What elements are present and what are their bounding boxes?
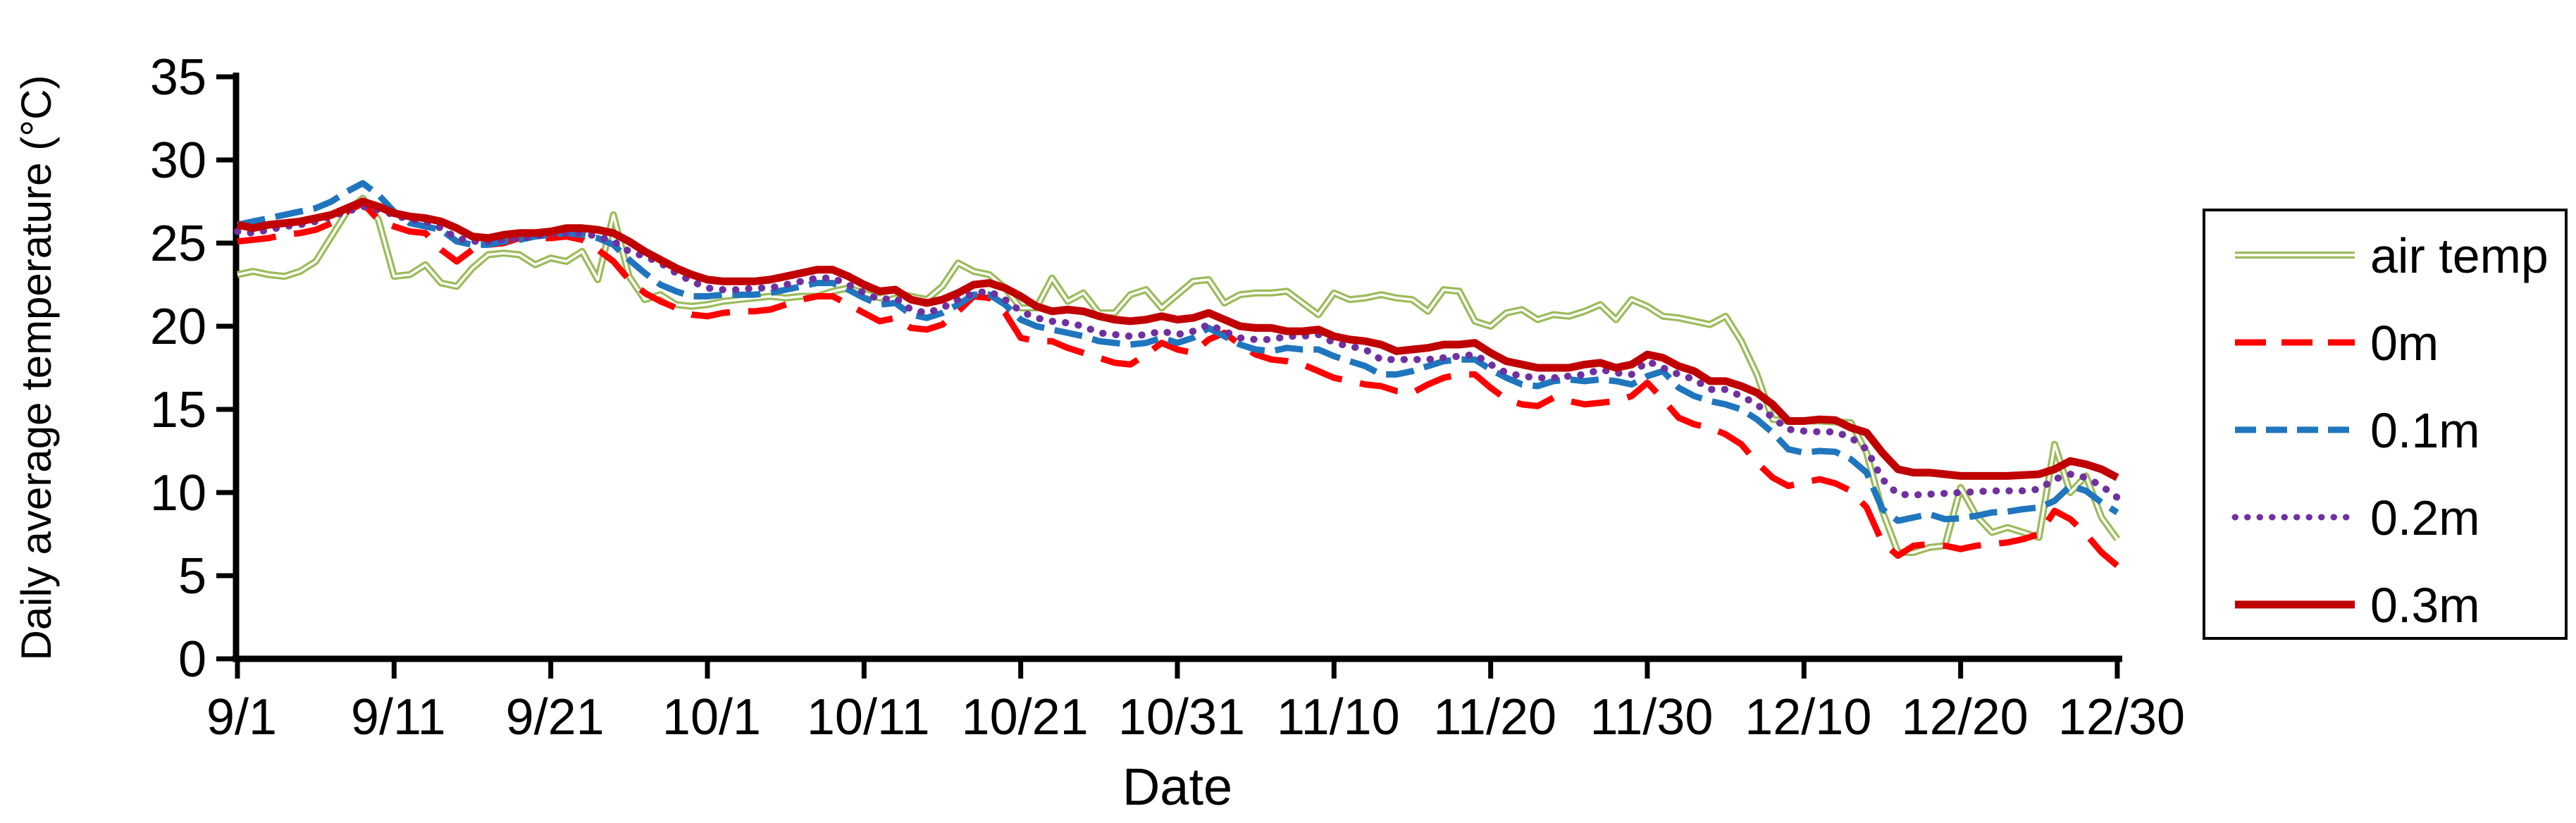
series-0-1m-line <box>237 180 2119 524</box>
legend-label: air temp <box>2370 228 2549 283</box>
legend-box <box>2203 209 2568 640</box>
y-tick-label: 25 <box>150 216 206 272</box>
x-tick-label: 10/11 <box>807 689 930 745</box>
y-axis-title: Daily average temperature (°C) <box>13 75 60 661</box>
x-tick-label: 9/11 <box>351 689 446 745</box>
legend-entry-air-temp: air temp <box>2235 228 2549 283</box>
series-0m-line <box>237 199 2119 569</box>
legend-entry-0-1m: 0.1m <box>2235 403 2480 458</box>
legend-entry-0m: 0m <box>2235 316 2439 371</box>
y-tick-label: 20 <box>150 299 206 355</box>
legend-label: 0.3m <box>2370 578 2480 633</box>
y-tick-label: 35 <box>150 49 206 106</box>
x-axis-title: Date <box>1122 757 1232 816</box>
y-tick-label: 5 <box>178 548 206 605</box>
x-tick-label: 11/10 <box>1277 689 1400 745</box>
x-tick-label: 12/30 <box>2058 689 2185 745</box>
legend-label: 0.1m <box>2370 403 2480 458</box>
y-tick-label: 0 <box>178 631 206 688</box>
legend-label: 0.2m <box>2370 490 2480 545</box>
x-tick-label: 12/20 <box>1902 689 2029 745</box>
y-tick-label: 30 <box>150 132 206 189</box>
series-0-3m-line <box>236 197 2119 481</box>
x-tick-label: 9/21 <box>506 689 605 745</box>
x-tick-label: 10/31 <box>1118 689 1245 745</box>
x-tick-label: 11/20 <box>1433 689 1556 745</box>
x-tick-label: 9/1 <box>206 689 277 745</box>
series-air-temp-line <box>236 194 2121 556</box>
legend-entry-0-2m: 0.2m <box>2231 490 2480 545</box>
y-tick-label: 10 <box>150 465 206 521</box>
tick-labels: 0 5 10 15 20 25 30 35 9/1 9/11 9/21 10/1 10/11 10/21 1… <box>150 49 2185 745</box>
y-tick-label: 15 <box>150 382 206 438</box>
legend: air temp 0m 0.1m 0.2m 0.3m <box>2203 209 2568 640</box>
x-tick-label: 12/10 <box>1745 689 1871 745</box>
x-tick-label: 10/1 <box>662 689 761 745</box>
x-tick-label: 11/30 <box>1590 689 1714 745</box>
x-tick-label: 10/21 <box>962 689 1089 745</box>
legend-label: 0m <box>2370 316 2439 371</box>
series-lines <box>234 180 2121 569</box>
axes <box>216 73 2122 679</box>
legend-entry-0-3m: 0.3m <box>2235 578 2480 633</box>
